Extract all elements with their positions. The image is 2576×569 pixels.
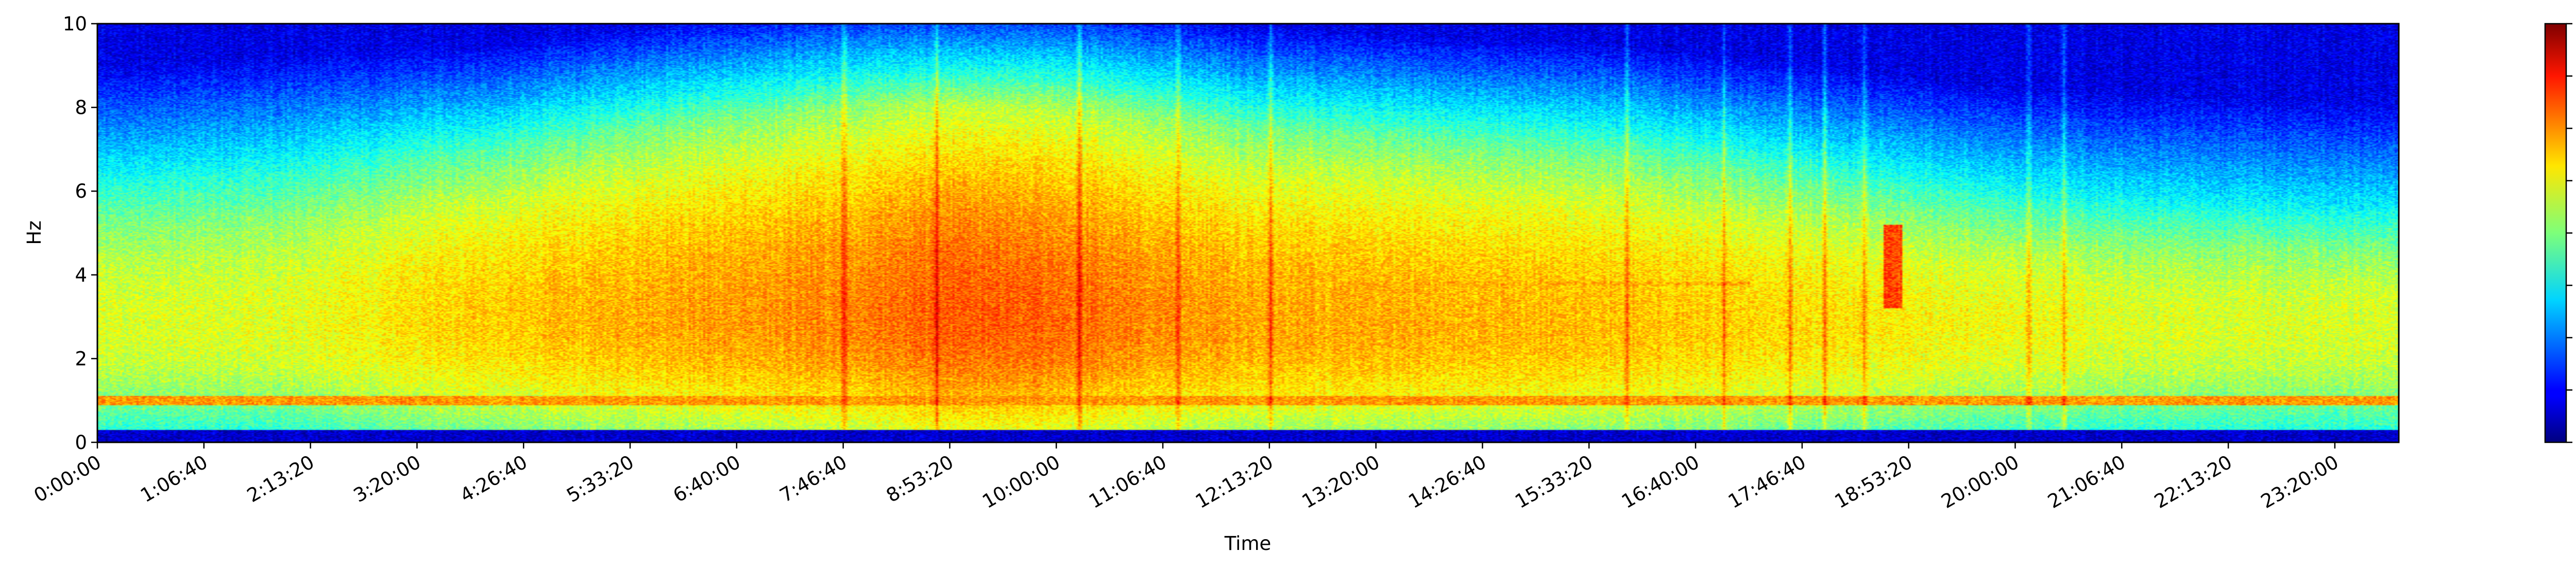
x-tick-label: 4:26:40 bbox=[456, 451, 531, 507]
x-tick-label: 8:53:20 bbox=[883, 451, 957, 507]
x-tick-label: 21:06:40 bbox=[2044, 451, 2129, 513]
x-tick-label: 23:20:00 bbox=[2257, 451, 2342, 513]
x-tick-label: 15:33:20 bbox=[1511, 451, 1596, 513]
x-tick-label: 5:33:20 bbox=[563, 451, 637, 507]
colorbar-ticks: +0 dB-10 dB-20 dB-30 dB-40 dB-50 dB-60 d… bbox=[2566, 23, 2572, 443]
x-tick-label: 6:40:00 bbox=[669, 451, 744, 507]
x-tick-label: 0:00:00 bbox=[30, 451, 105, 507]
x-tick-label: 11:06:40 bbox=[1085, 451, 1170, 513]
x-axis-ticks: 0:00:00 1:06:40 2:13:20 3:20:00 4:26:40 5:33:… bbox=[30, 442, 2342, 513]
y-axis-label: Hz bbox=[23, 220, 45, 245]
y-axis-ticks: 0 2 4 6 8 10 bbox=[63, 13, 97, 454]
y-tick-label: 10 bbox=[63, 13, 87, 35]
x-tick-label: 17:46:40 bbox=[1724, 451, 1809, 513]
x-tick-label: 1:06:40 bbox=[137, 451, 211, 507]
y-tick-label: 2 bbox=[75, 348, 87, 370]
colorbar-gradient bbox=[2544, 23, 2567, 443]
x-tick-label: 14:26:40 bbox=[1405, 451, 1490, 513]
y-tick-label: 4 bbox=[75, 264, 87, 286]
plot-frame bbox=[96, 23, 2400, 443]
x-tick-label: 12:13:20 bbox=[1192, 451, 1277, 513]
x-tick-label: 22:13:20 bbox=[2150, 451, 2235, 513]
colorbar: +0 dB-10 dB-20 dB-30 dB-40 dB-50 dB-60 d… bbox=[2544, 23, 2572, 443]
y-tick-label: 8 bbox=[75, 97, 87, 119]
plot-area bbox=[96, 23, 2400, 443]
x-tick-label: 13:20:00 bbox=[1298, 451, 1383, 513]
y-tick-label: 0 bbox=[75, 432, 87, 454]
x-tick-label: 18:53:20 bbox=[1831, 451, 1916, 513]
x-tick-label: 3:20:00 bbox=[350, 451, 425, 507]
x-tick-label: 10:00:00 bbox=[978, 451, 1063, 513]
x-tick-label: 20:00:00 bbox=[1938, 451, 2023, 513]
x-tick-label: 2:13:20 bbox=[243, 451, 318, 507]
x-tick-label: 7:46:40 bbox=[776, 451, 851, 507]
spectrogram-image bbox=[97, 24, 2399, 442]
y-tick-label: 6 bbox=[75, 180, 87, 202]
x-tick-label: 16:40:00 bbox=[1618, 451, 1703, 513]
x-axis-label: Time bbox=[1224, 532, 1272, 555]
